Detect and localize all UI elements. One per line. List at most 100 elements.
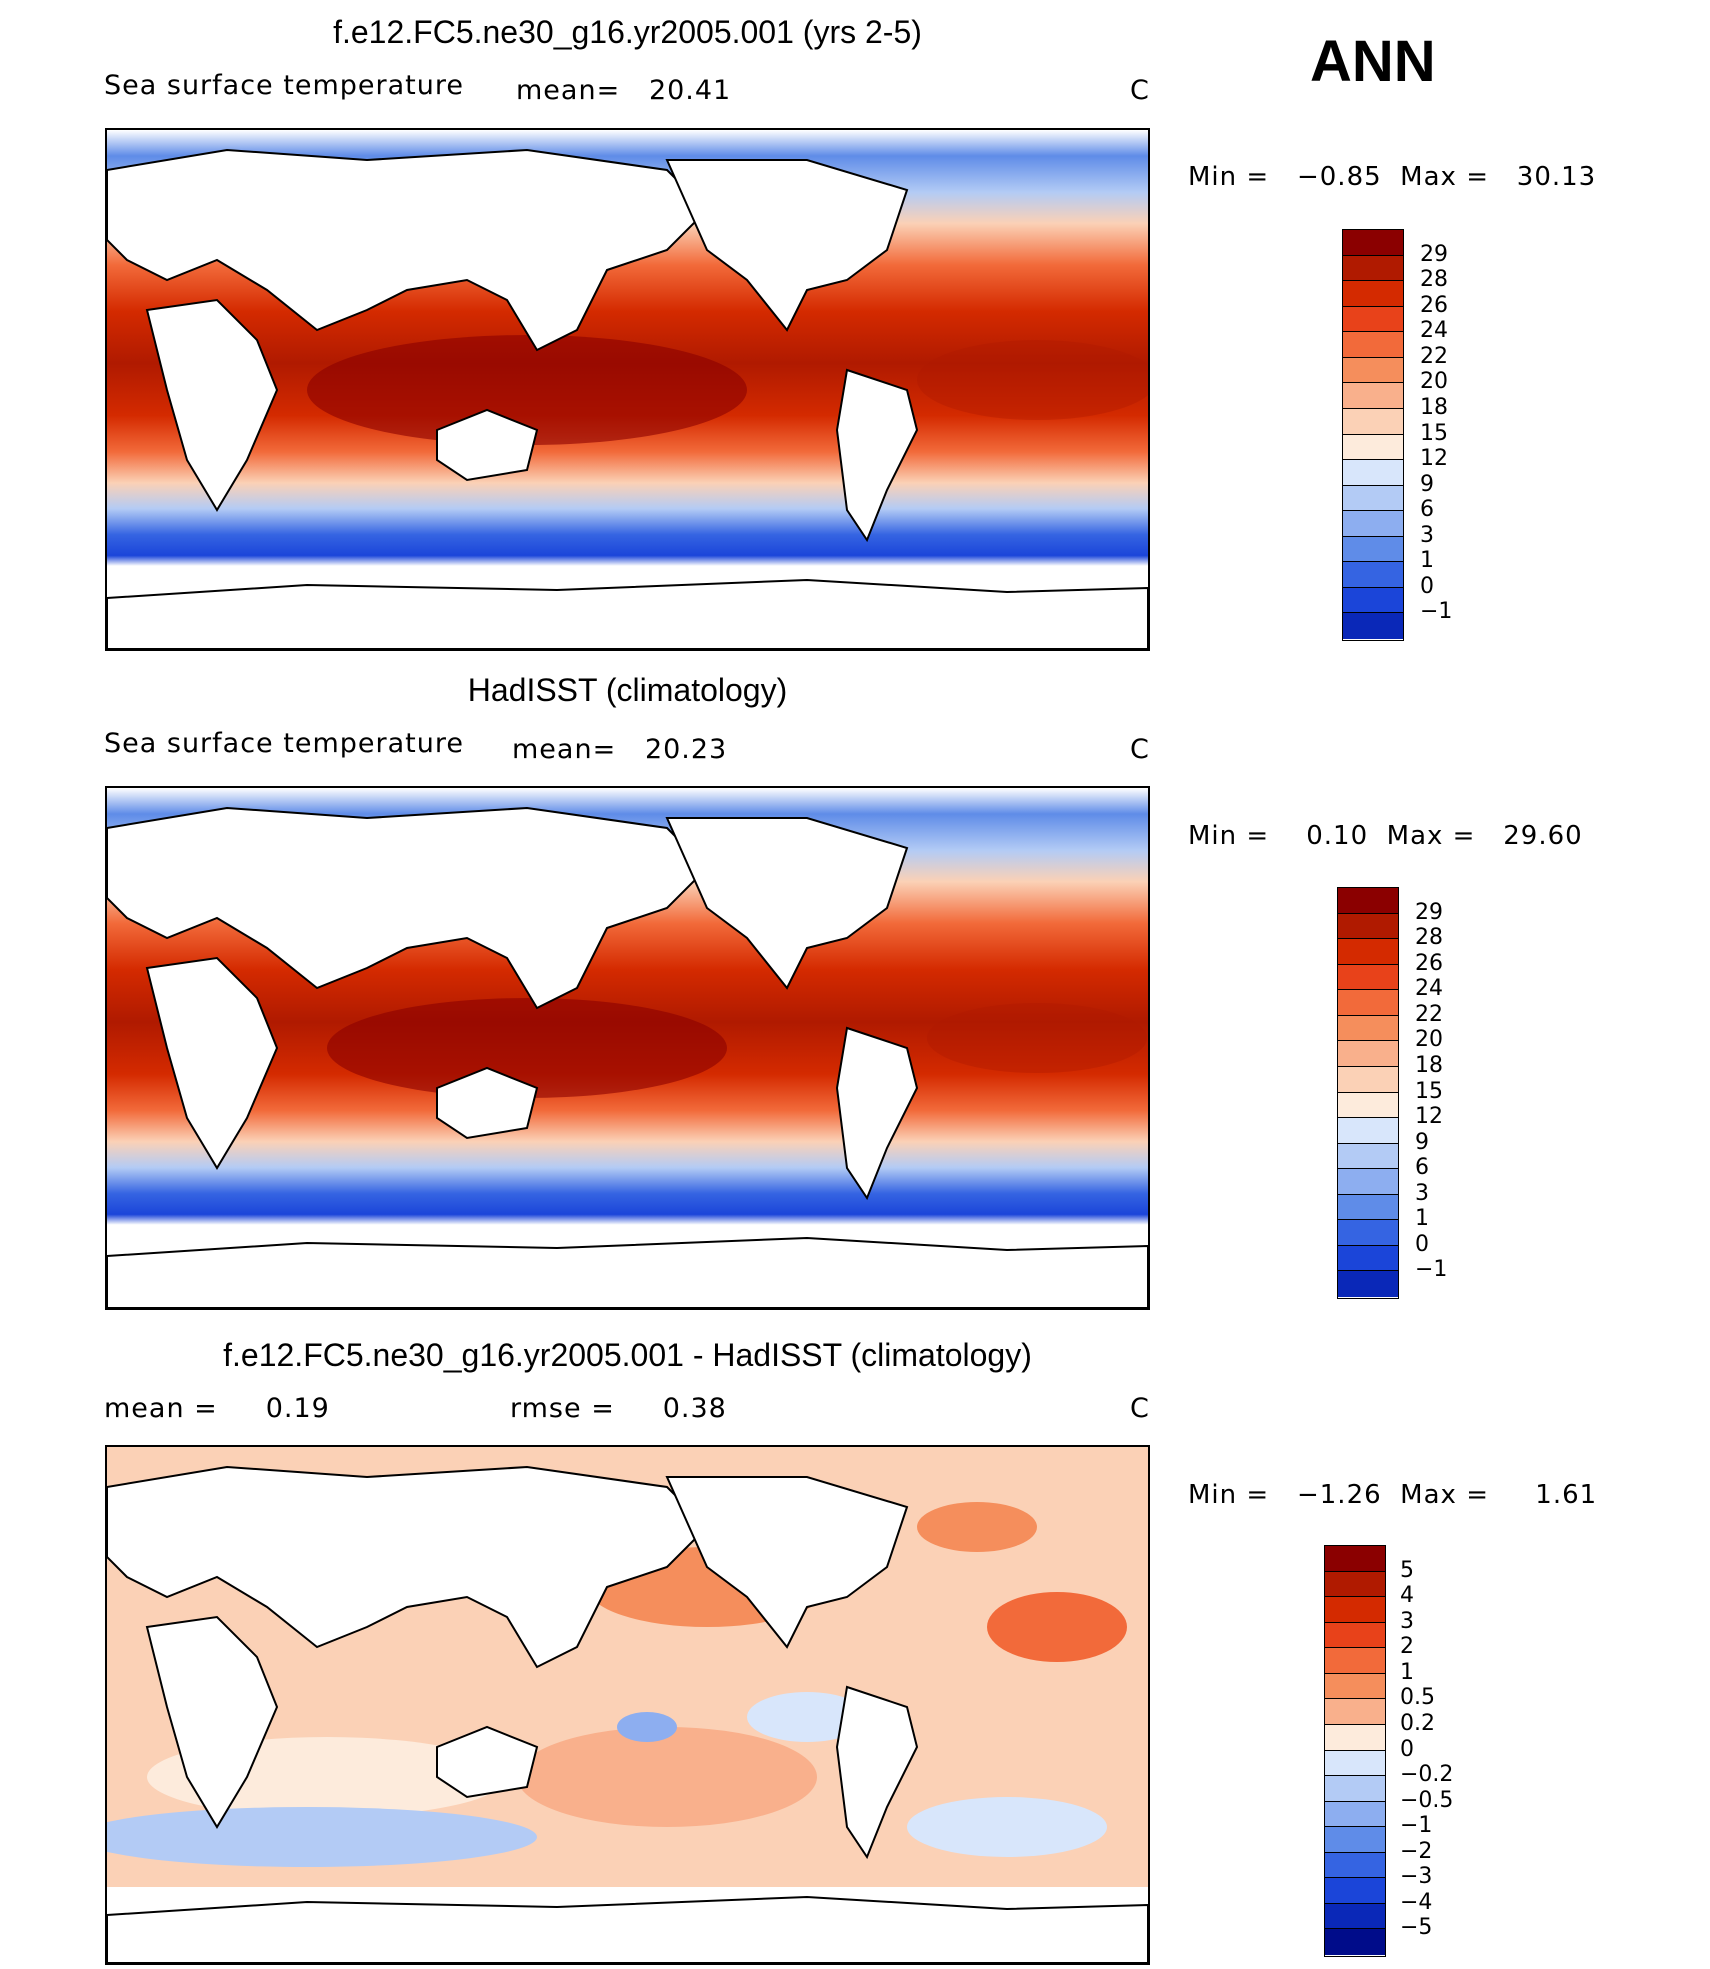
panel-1-colorbar-swatch — [1343, 281, 1403, 307]
panel-2-colorbar-tick-label: 20 — [1415, 1027, 1443, 1053]
panel-1-colorbar-tick-label: 18 — [1420, 394, 1448, 420]
panel-2-colorbar-tick-label: 18 — [1415, 1052, 1443, 1078]
panel-1-colorbar-tick-label: 6 — [1420, 497, 1434, 523]
panel-3-colorbar-tick-label: 1 — [1400, 1659, 1414, 1685]
panel-1-colorbar-tick-label: 0 — [1420, 573, 1434, 599]
panel-1-title: f.e12.FC5.ne30_g16.yr2005.001 (yrs 2-5) — [333, 14, 922, 50]
panel-1-colorbar-ticks: 29 28 26 24 22 20 18 15 12 9 6 3 1 0 −1 — [1420, 229, 1480, 641]
panel-1-map — [105, 128, 1150, 651]
panel-3-colorbar — [1324, 1545, 1386, 1957]
panel-2-units: C — [1130, 734, 1150, 765]
panel-1-colorbar-tick-label: 20 — [1420, 369, 1448, 395]
panel-2-colorbar-ticks: 29 28 26 24 22 20 18 15 12 9 6 3 1 0 −1 — [1415, 887, 1475, 1299]
panel-3-colorbar-swatch — [1325, 1597, 1385, 1623]
panel-1-colorbar-swatch — [1343, 587, 1403, 614]
sst-map-obs — [107, 788, 1148, 1308]
panel-1-minmax: Min = −0.85 Max = 30.13 — [1188, 162, 1597, 192]
panel-1-units: C — [1130, 75, 1150, 106]
panel-3-colorbar-tick-label: 3 — [1400, 1608, 1414, 1634]
panel-1-colorbar-tick-label: 24 — [1420, 318, 1448, 344]
panel-1-colorbar-swatch — [1343, 434, 1403, 461]
panel-2-colorbar-swatch — [1338, 888, 1398, 914]
panel-1-colorbar-tick-label: 1 — [1420, 548, 1434, 574]
panel-3-colorbar-tick-label: 5 — [1400, 1557, 1414, 1583]
panel-3-colorbar-tick-label: −1 — [1400, 1813, 1433, 1839]
panel-3-colorbar-swatch — [1325, 1903, 1385, 1930]
panel-1-colorbar-swatch — [1343, 485, 1403, 512]
panel-3-colorbar-swatch — [1325, 1571, 1385, 1598]
panel-2-map — [105, 786, 1150, 1310]
panel-1-colorbar-tick-label: 9 — [1420, 471, 1434, 497]
panel-1-colorbar-swatch — [1343, 408, 1403, 435]
panel-2-colorbar — [1337, 887, 1399, 1299]
panel-1-colorbar-swatch — [1343, 536, 1403, 563]
panel-2-colorbar-swatch — [1338, 1015, 1398, 1042]
panel-2-colorbar-swatch — [1338, 964, 1398, 991]
panel-3-colorbar-swatch — [1325, 1622, 1385, 1649]
panel-2-colorbar-swatch — [1338, 1194, 1398, 1221]
panel-2-variable-label: Sea surface temperature — [104, 728, 464, 759]
panel-2-mean: mean= 20.23 — [512, 734, 728, 765]
panel-1-colorbar-tick-label: 29 — [1420, 241, 1448, 267]
panel-1-colorbar-swatch — [1343, 383, 1403, 409]
panel-3-colorbar-ticks: 5 4 3 2 1 0.5 0.2 0 −0.2 −0.5 −1 −2 −3 −4 −5 — [1400, 1545, 1480, 1957]
panel-1-colorbar-tick-label: 28 — [1420, 267, 1448, 293]
panel-2-colorbar-swatch — [1338, 1143, 1398, 1170]
panel-1-colorbar-swatch — [1343, 332, 1403, 358]
panel-1-colorbar-tick-label: −1 — [1420, 599, 1453, 625]
panel-2-colorbar-tick-label: 3 — [1415, 1180, 1429, 1206]
panel-3-minmax: Min = −1.26 Max = 1.61 — [1188, 1480, 1598, 1510]
panel-2-colorbar-tick-label: 26 — [1415, 950, 1443, 976]
panel-3-colorbar-tick-label: −5 — [1400, 1915, 1433, 1941]
panel-1-colorbar-tick-label: 15 — [1420, 420, 1448, 446]
panel-1-colorbar-tick-label: 22 — [1420, 343, 1448, 369]
panel-3-colorbar-swatch — [1325, 1776, 1385, 1802]
panel-2-colorbar-tick-label: 29 — [1415, 899, 1443, 925]
panel-2-colorbar-tick-label: 24 — [1415, 976, 1443, 1002]
panel-3-colorbar-swatch — [1325, 1827, 1385, 1853]
panel-3-mean: mean = 0.19 — [104, 1393, 330, 1424]
panel-2-colorbar-swatch — [1338, 1271, 1398, 1297]
panel-2-colorbar-tick-label: 22 — [1415, 1001, 1443, 1027]
panel-1-colorbar-swatch — [1343, 511, 1403, 537]
panel-1-colorbar-swatch — [1343, 562, 1403, 588]
panel-3-rmse: rmse = 0.38 — [510, 1393, 727, 1424]
panel-3-colorbar-tick-label: −0.5 — [1400, 1787, 1454, 1813]
panel-3-colorbar-tick-label: −4 — [1400, 1889, 1433, 1915]
panel-3-colorbar-swatch — [1325, 1699, 1385, 1725]
panel-2-colorbar-tick-label: 0 — [1415, 1231, 1429, 1257]
panel-1-colorbar-tick-label: 26 — [1420, 292, 1448, 318]
panel-3-colorbar-swatch — [1325, 1724, 1385, 1751]
panel-3-colorbar-tick-label: 0.5 — [1400, 1685, 1435, 1711]
panel-3-colorbar-swatch — [1325, 1852, 1385, 1879]
panel-1-variable-label: Sea surface temperature — [104, 70, 464, 101]
panel-3-colorbar-tick-label: −3 — [1400, 1864, 1433, 1890]
sst-map-model — [107, 130, 1148, 649]
panel-2-colorbar-tick-label: 6 — [1415, 1155, 1429, 1181]
panel-3-colorbar-swatch — [1325, 1546, 1385, 1572]
panel-1-colorbar-swatch — [1343, 613, 1403, 639]
panel-3-colorbar-swatch — [1325, 1648, 1385, 1674]
panel-3-title: f.e12.FC5.ne30_g16.yr2005.001 - HadISST … — [223, 1337, 1032, 1373]
panel-3-colorbar-tick-label: 4 — [1400, 1583, 1414, 1609]
panel-2-colorbar-swatch — [1338, 1169, 1398, 1195]
panel-2-colorbar-tick-label: 15 — [1415, 1078, 1443, 1104]
panel-2-colorbar-swatch — [1338, 939, 1398, 965]
panel-1-colorbar-tick-label: 12 — [1420, 446, 1448, 472]
panel-1-colorbar-swatch — [1343, 357, 1403, 384]
panel-1-colorbar-swatch — [1343, 460, 1403, 486]
panel-2-colorbar-swatch — [1338, 990, 1398, 1016]
panel-3-colorbar-tick-label: 0.2 — [1400, 1710, 1435, 1736]
panel-2-colorbar-swatch — [1338, 913, 1398, 940]
panel-2-title: HadISST (climatology) — [467, 672, 788, 708]
panel-2-colorbar-swatch — [1338, 1092, 1398, 1119]
panel-3-colorbar-tick-label: −0.2 — [1400, 1762, 1454, 1788]
panel-1-colorbar — [1342, 229, 1404, 641]
panel-2-colorbar-tick-label: 9 — [1415, 1129, 1429, 1155]
panel-1-mean: mean= 20.41 — [516, 75, 732, 106]
panel-2-minmax: Min = 0.10 Max = 29.60 — [1188, 821, 1583, 851]
panel-2-colorbar-swatch — [1338, 1066, 1398, 1093]
panel-3-units: C — [1130, 1393, 1150, 1424]
panel-3-colorbar-tick-label: 0 — [1400, 1736, 1414, 1762]
panel-2-colorbar-tick-label: 1 — [1415, 1206, 1429, 1232]
